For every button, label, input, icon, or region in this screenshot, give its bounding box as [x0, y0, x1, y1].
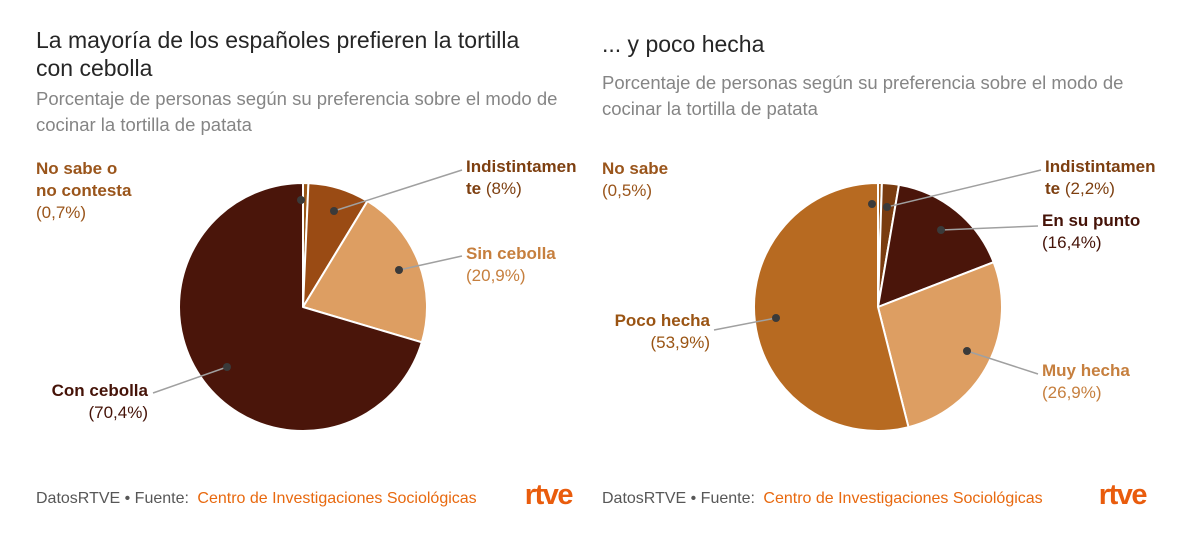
- page-title-secondary: ... y poco hecha: [602, 31, 765, 57]
- chart-subtitle: Porcentaje de personas según su preferen…: [602, 72, 1124, 119]
- pie-label-value: (0,5%): [602, 180, 653, 200]
- callout-dot-no-sabe: [868, 200, 876, 208]
- pie-slices: [178, 182, 429, 432]
- rtve-logo[interactable]: rtve: [1098, 479, 1148, 511]
- footer: DatosRTVE • Fuente: Centro de Investigac…: [602, 490, 1043, 508]
- pie-label-con-cebolla: Con cebolla (70,4%): [30, 380, 148, 424]
- pie-label-indistintamente: Indistintamente (2,2%): [1045, 156, 1161, 200]
- pie-label-value: (16,4%): [1042, 232, 1102, 252]
- pie-label-indistintamente: Indistintamente (8%): [466, 156, 582, 200]
- pie-label-no-sabe-o-no-contesta: No sabe o no contesta (0,7%): [36, 158, 140, 223]
- callout-line-muy-hecha: [966, 350, 1039, 375]
- pie-label-value: (20,9%): [466, 265, 526, 285]
- pie-slices: [753, 181, 1003, 432]
- chart-subtitle: Porcentaje de personas según su preferen…: [36, 88, 558, 135]
- pie-label-value: (8%): [485, 178, 522, 198]
- callout-dot-con-cebolla: [223, 363, 231, 371]
- pie-label-value: (0,7%): [36, 202, 87, 222]
- pie-label-name: Indistintamente: [466, 157, 577, 198]
- callout-line-indistintamente: [886, 169, 1042, 208]
- pie-chart-con-cebolla: [152, 169, 463, 432]
- rtve-logo[interactable]: rtve: [524, 479, 574, 511]
- pie-slice-muy-hecha: [877, 261, 1003, 429]
- callout-dot-poco-hecha: [772, 314, 780, 322]
- pie-label-name: Indistintamente: [1045, 157, 1156, 198]
- callout-line-con-cebolla: [152, 366, 228, 394]
- pie-label-name: No sabe o no contesta: [36, 159, 132, 200]
- pie-slice-en-su-punto: [877, 183, 995, 308]
- pie-label-muy-hecha: Muy hecha (26,9%): [1042, 360, 1162, 404]
- callout-line-sin-cebolla: [398, 255, 463, 271]
- footer-credit: DatosRTVE • Fuente:: [36, 490, 189, 507]
- footer-credit: DatosRTVE • Fuente:: [602, 490, 755, 507]
- source-link[interactable]: Centro de Investigaciones Sociológicas: [197, 490, 477, 507]
- pie-slice-sin-cebolla: [302, 200, 429, 344]
- pie-chart-poco-hecha: [713, 169, 1042, 432]
- pie-label-name: Poco hecha: [614, 311, 710, 330]
- callout-dot-sin-cebolla: [395, 266, 403, 274]
- chart-panel-con-cebolla: La mayoría de los españoles prefieren la…: [30, 27, 584, 511]
- callout-dot-no-sabe: [297, 196, 305, 204]
- pie-label-sin-cebolla: Sin cebolla (20,9%): [466, 243, 584, 287]
- callout-line-indistintamente: [333, 169, 463, 212]
- pie-label-value: (26,9%): [1042, 382, 1102, 402]
- pie-slice-con-cebolla: [178, 182, 423, 432]
- pie-label-name: Con cebolla: [51, 381, 148, 400]
- pie-label-name: Sin cebolla: [466, 244, 556, 263]
- pie-label-name: En su punto: [1042, 211, 1141, 230]
- chart-panel-poco-hecha: ... y poco hecha Porcentaje de personas …: [590, 0, 1179, 547]
- source-link[interactable]: Centro de Investigaciones Sociológicas: [763, 490, 1043, 507]
- pie-label-no-sabe: No sabe (0,5%): [602, 158, 694, 202]
- page-title: La mayoría de los españoles prefieren la…: [36, 27, 520, 82]
- pie-label-name: No sabe: [602, 159, 669, 178]
- callout-dot-muy-hecha: [963, 347, 971, 355]
- callout-dot-indistintamente: [883, 203, 891, 211]
- pie-label-name: Muy hecha: [1042, 361, 1130, 380]
- pie-label-value: (2,2%): [1064, 178, 1115, 198]
- pie-label-value: (53,9%): [650, 332, 710, 352]
- callout-line-poco-hecha: [713, 317, 777, 331]
- callout-line-en-su-punto: [940, 225, 1039, 231]
- pie-label-value: (70,4%): [88, 402, 148, 422]
- callout-dot-en-su-punto: [937, 226, 945, 234]
- callout-dot-indistintamente: [330, 207, 338, 215]
- footer: DatosRTVE • Fuente: Centro de Investigac…: [36, 490, 477, 508]
- pie-label-en-su-punto: En su punto (16,4%): [1042, 210, 1162, 254]
- pie-label-poco-hecha: Poco hecha (53,9%): [602, 310, 710, 354]
